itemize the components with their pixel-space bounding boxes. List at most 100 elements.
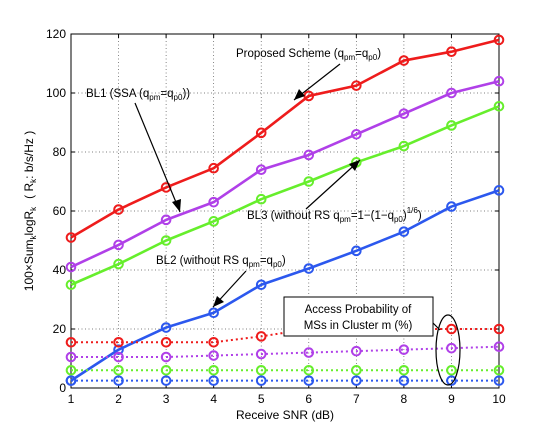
x-tick-label: 8 [401, 392, 408, 406]
data-point-bl1 [351, 129, 362, 140]
series-bl3 [65, 100, 505, 291]
y-tick-label: 20 [53, 322, 67, 336]
data-point-access_purple [255, 348, 267, 360]
data-point-bl1 [113, 239, 124, 251]
data-point-access_red [113, 336, 124, 348]
data-point-access_green [493, 365, 505, 376]
arrow-bl3 [305, 159, 361, 210]
data-point-bl1 [493, 75, 505, 87]
svg-text:BL3 (without RS qpm=1−(1−qp0)1: BL3 (without RS qpm=1−(1−qp0)1/6) [247, 206, 422, 224]
svg-text:MSs in Cluster m (%): MSs in Cluster m (%) [304, 320, 413, 332]
data-point-bl3 [160, 235, 172, 246]
x-tick-label: 10 [492, 392, 506, 406]
data-point-access_red [208, 336, 219, 348]
svg-text:BL2 (without RS qpm=qp0): BL2 (without RS qpm=qp0) [156, 255, 286, 269]
arrow-access [432, 322, 441, 331]
svg-text:100×SumklogRk( Rk: b/s/Hz ): 100×SumklogRk( Rk: b/s/Hz ) [22, 131, 38, 291]
data-point-access_red [255, 331, 267, 342]
data-point-access_blue [446, 375, 457, 386]
data-point-access_blue [65, 375, 77, 386]
y-tick-label: 100 [46, 86, 66, 100]
y-axis-title: 100×SumklogRk( Rk: b/s/Hz ) [22, 131, 38, 291]
data-point-access_green [398, 365, 410, 376]
data-point-access_purple [446, 342, 457, 354]
data-point-access_blue [493, 375, 505, 386]
data-point-bl3 [493, 100, 505, 112]
data-point-bl2 [113, 344, 124, 355]
data-point-bl2 [303, 263, 315, 274]
annotation-bl3: BL3 (without RS qpm=1−(1−qp0)1/6) [247, 159, 422, 224]
data-point-access_green [303, 365, 315, 376]
y-ticks: 0 20 40 60 80 100 120 [46, 27, 499, 395]
data-point-proposed [65, 232, 77, 243]
x-tick-label: 6 [305, 392, 312, 406]
data-point-access_blue [113, 375, 124, 386]
arrowhead-bl2 [213, 296, 224, 307]
data-point-access_purple [493, 341, 505, 353]
x-tick-label: 4 [210, 392, 217, 406]
data-point-proposed [113, 204, 124, 215]
arrow-bl1 [134, 102, 181, 213]
y-tick-label: 120 [46, 27, 66, 41]
series-line-access_red [71, 328, 499, 344]
data-point-access_red [160, 336, 172, 348]
data-point-access_green [446, 365, 457, 376]
data-point-access_blue [398, 375, 410, 386]
data-point-access_green [65, 365, 77, 376]
arrowhead-proposed [294, 89, 305, 100]
annotation-proposed: Proposed Scheme (qpm=qp0) [236, 48, 381, 101]
data-point-bl2 [446, 201, 457, 212]
svg-text:Access Probability of: Access Probability of [305, 304, 413, 316]
data-point-bl2 [160, 322, 172, 333]
data-point-access_green [160, 365, 172, 376]
data-point-access_purple [351, 345, 362, 357]
svg-text:BL1 (SSA (qpm=qp0)): BL1 (SSA (qpm=qp0)) [86, 88, 190, 102]
data-point-bl1 [398, 108, 410, 119]
data-point-access_purple [303, 347, 315, 358]
x-tick-label: 1 [68, 392, 75, 406]
access-box [283, 296, 434, 337]
data-point-proposed [208, 162, 219, 174]
data-point-access_green [351, 365, 362, 376]
data-point-bl3 [398, 140, 410, 152]
data-point-access_blue [208, 375, 219, 386]
data-point-access_purple [398, 344, 410, 355]
data-point-bl1 [208, 196, 219, 208]
series-line-access_purple [71, 345, 500, 359]
data-point-access_purple [160, 351, 172, 363]
arrowhead-bl3 [349, 160, 360, 171]
x-axis-title: Receive SNR (dB) [236, 408, 334, 422]
x-tick-label: 7 [353, 392, 360, 406]
y-tick-label: 80 [53, 145, 67, 159]
data-point-access_red [493, 323, 505, 335]
series-line-bl3 [70, 105, 500, 286]
data-point-access_blue [255, 375, 267, 386]
x-tick-label: 2 [115, 392, 122, 406]
data-point-bl1 [303, 149, 315, 161]
data-point-proposed [446, 46, 457, 58]
data-point-bl2 [351, 245, 362, 257]
x-ticks: 1 2 3 4 5 6 7 8 9 10 [68, 34, 506, 406]
data-point-access_blue [160, 375, 172, 386]
x-tick-label: 3 [163, 392, 170, 406]
data-point-bl3 [303, 176, 315, 187]
data-point-bl1 [160, 214, 172, 226]
data-point-proposed [255, 127, 267, 139]
x-tick-label: 9 [448, 392, 455, 406]
x-tick-label: 5 [258, 392, 265, 406]
access-ellipse [435, 314, 461, 386]
data-point-bl3 [113, 258, 124, 270]
data-point-access_blue [351, 375, 362, 386]
series-bl1 [65, 75, 505, 273]
arrowhead-bl1 [172, 199, 181, 212]
data-point-bl1 [255, 164, 267, 175]
series-proposed [65, 34, 505, 243]
data-point-bl2 [398, 226, 410, 237]
data-point-bl3 [255, 193, 267, 205]
data-point-access_blue [303, 375, 315, 386]
data-point-access_purple [65, 351, 77, 363]
data-point-bl1 [446, 87, 457, 99]
y-tick-label: 60 [53, 204, 67, 218]
series-line-bl2 [70, 189, 500, 382]
data-point-access_red [446, 323, 457, 335]
